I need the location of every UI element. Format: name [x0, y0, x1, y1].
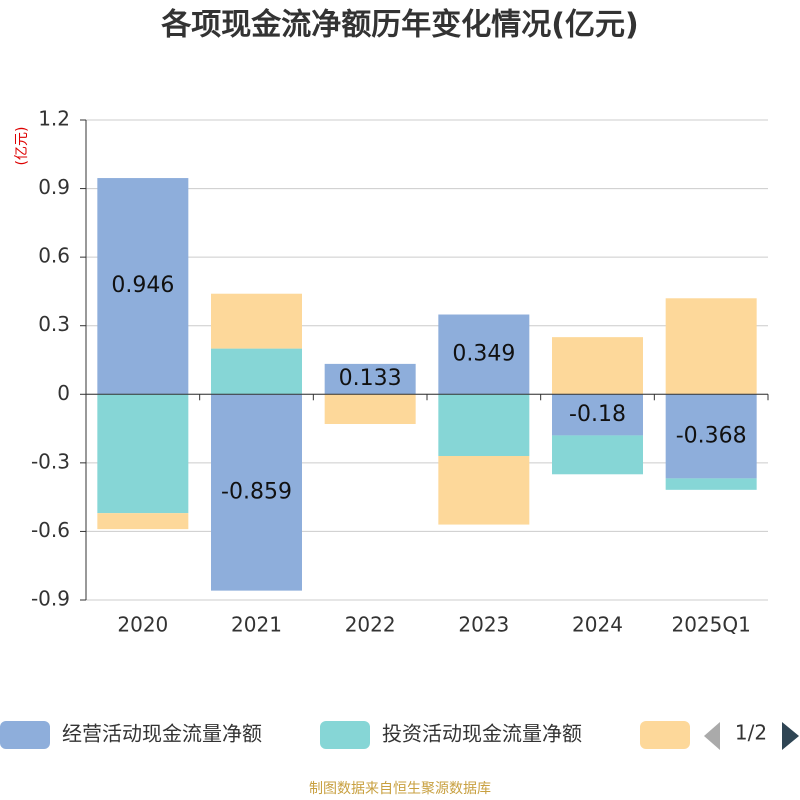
legend-label: 经营活动现金流量净额 — [62, 722, 262, 746]
bar — [324, 363, 416, 395]
bar — [211, 348, 302, 395]
bar — [552, 394, 643, 436]
data-label: 0.349 — [452, 341, 515, 366]
bar — [552, 435, 643, 475]
data-label: 0.946 — [111, 273, 174, 298]
x-tick-label: 2024 — [572, 613, 623, 637]
bar — [324, 394, 416, 424]
y-tick-label: -0.6 — [31, 518, 70, 542]
chart-title: 各项现金流净额历年变化情况(亿元) — [160, 8, 638, 43]
bar — [438, 456, 530, 525]
y-tick-label: 1.2 — [38, 107, 70, 131]
bar — [97, 513, 189, 530]
bar — [665, 478, 757, 490]
bar — [97, 394, 189, 514]
x-tick-label: 2025Q1 — [671, 613, 750, 637]
legend-swatch — [0, 721, 50, 749]
bar — [97, 178, 189, 395]
x-tick-label: 2022 — [345, 613, 396, 637]
y-tick-label: 0 — [57, 381, 70, 405]
legend-page: 1/2 — [735, 721, 767, 745]
y-tick-label: -0.9 — [31, 587, 70, 611]
bar — [552, 337, 643, 395]
legend-swatch — [640, 721, 690, 749]
bar — [665, 394, 757, 479]
source-note: 制图数据来自恒生聚源数据库 — [309, 781, 491, 797]
bar — [438, 314, 530, 395]
data-label: 0.133 — [339, 366, 402, 391]
data-label: -0.18 — [569, 402, 626, 427]
y-tick-label: 0.6 — [38, 244, 70, 268]
bar — [438, 394, 530, 456]
legend-swatch — [320, 721, 370, 749]
bar — [211, 293, 302, 349]
legend-prev[interactable] — [704, 722, 720, 750]
y-axis-label: (亿元) — [14, 127, 30, 166]
x-tick-label: 2021 — [231, 613, 282, 637]
bar — [665, 298, 757, 395]
x-tick-label: 2023 — [458, 613, 509, 637]
y-tick-label: -0.3 — [31, 449, 70, 473]
data-label: -0.859 — [221, 479, 292, 504]
y-tick-label: 0.9 — [38, 175, 70, 199]
bar — [211, 394, 302, 591]
data-label: -0.368 — [676, 423, 747, 448]
legend-next[interactable] — [782, 722, 799, 750]
x-tick-label: 2020 — [117, 613, 168, 637]
y-tick-label: 0.3 — [38, 312, 70, 336]
legend-label: 投资活动现金流量净额 — [382, 722, 582, 746]
